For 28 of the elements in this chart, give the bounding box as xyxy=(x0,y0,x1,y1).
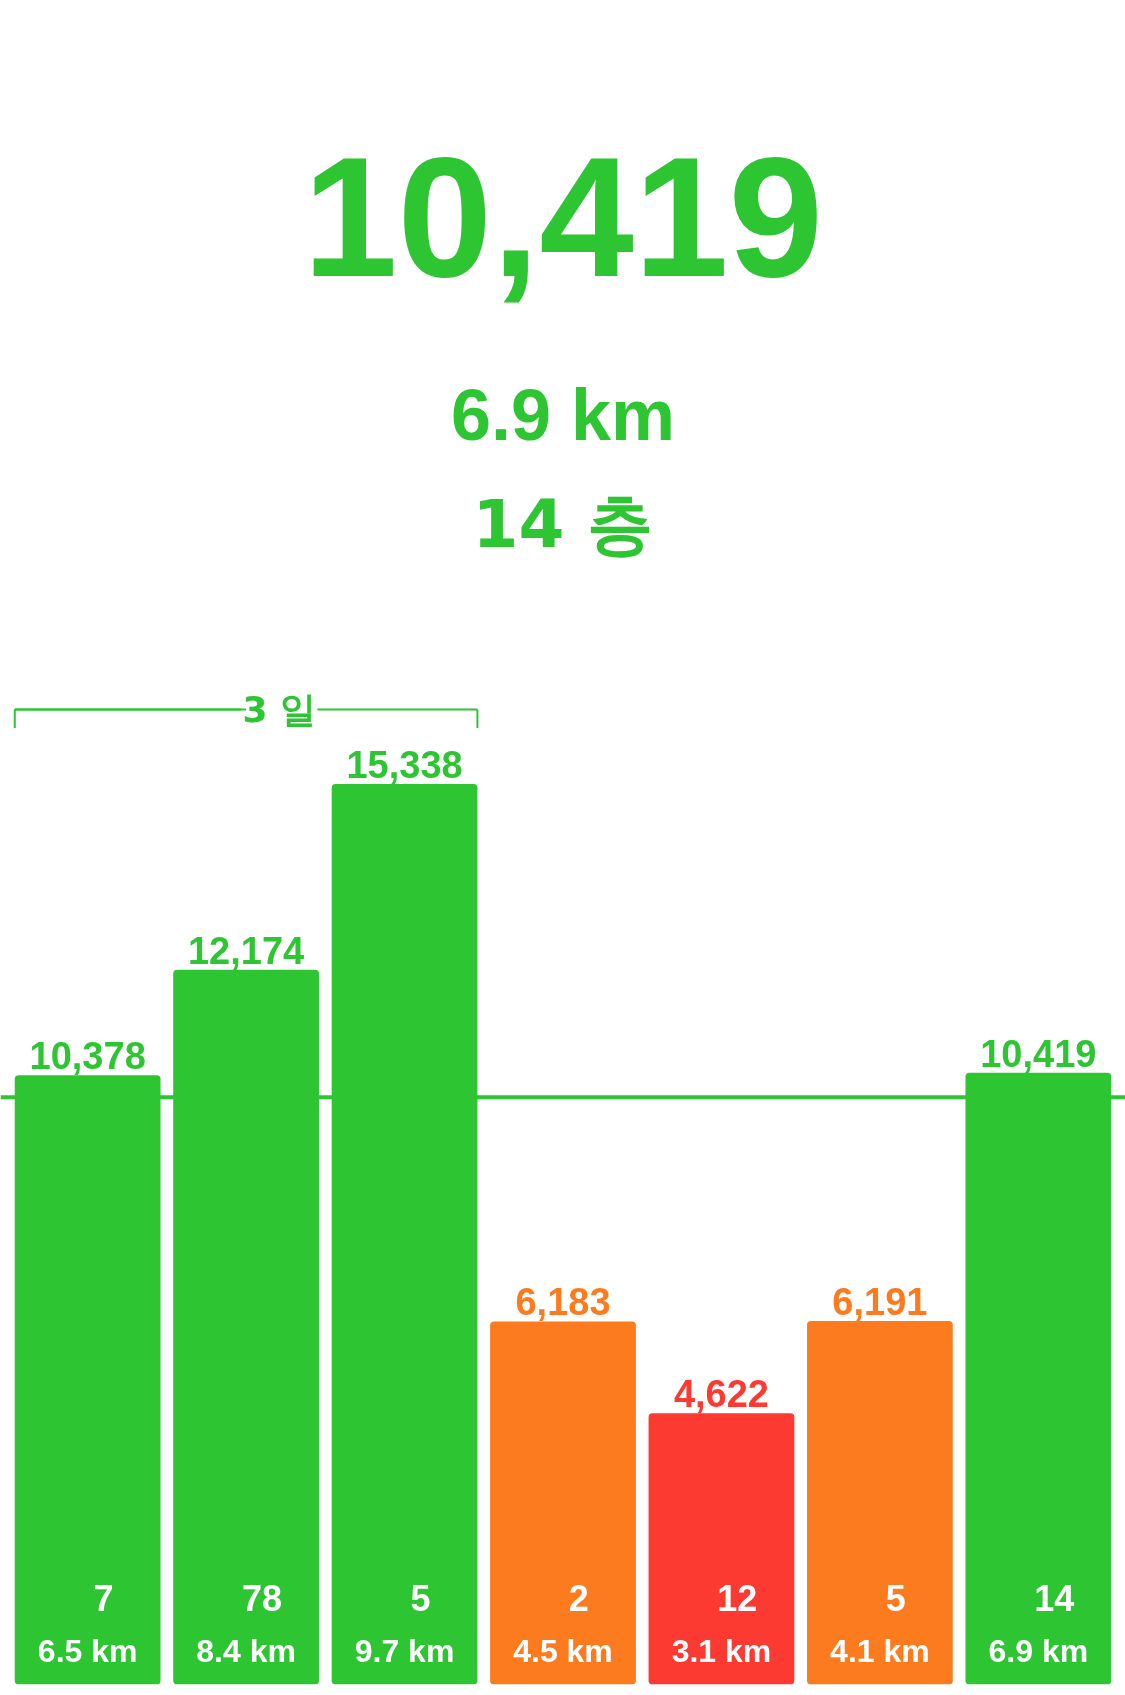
annotation: 9.7 km xyxy=(354,1632,455,1669)
data-label: 15,338 xyxy=(346,743,463,786)
annotation: 14 xyxy=(1034,1577,1075,1619)
annotation: 3.1 km xyxy=(671,1632,772,1669)
annotation: 78 xyxy=(241,1577,282,1619)
data-label: 6,191 xyxy=(832,1281,928,1324)
annotation: 5 xyxy=(885,1577,906,1619)
bar xyxy=(648,1413,795,1685)
bar xyxy=(807,1321,953,1685)
annotation: 5 xyxy=(410,1577,431,1619)
data-label: 6,183 xyxy=(515,1281,611,1324)
annotation: 6.5 km xyxy=(37,1632,138,1669)
annotation: 8.4 km xyxy=(196,1632,296,1669)
data-label: 4,622 xyxy=(673,1373,769,1416)
chart-subtitle: 6.9 km xyxy=(450,374,676,455)
annotation: 2 xyxy=(568,1577,589,1619)
annotation: 6.9 km xyxy=(988,1632,1089,1669)
text: 14 층 xyxy=(472,486,654,563)
annotation: 4.5 km xyxy=(513,1632,613,1669)
data-label: 10,378 xyxy=(29,1035,146,1078)
data-label: 10,419 xyxy=(980,1032,1097,1075)
annotation: 7 xyxy=(93,1577,114,1619)
annotation: 4.1 km xyxy=(830,1632,930,1669)
bar xyxy=(490,1321,636,1685)
annotation: 12 xyxy=(717,1577,758,1619)
text: 3 일 xyxy=(242,689,317,730)
chart-title: 10,419 xyxy=(303,121,823,312)
data-label: 12,174 xyxy=(187,929,305,972)
